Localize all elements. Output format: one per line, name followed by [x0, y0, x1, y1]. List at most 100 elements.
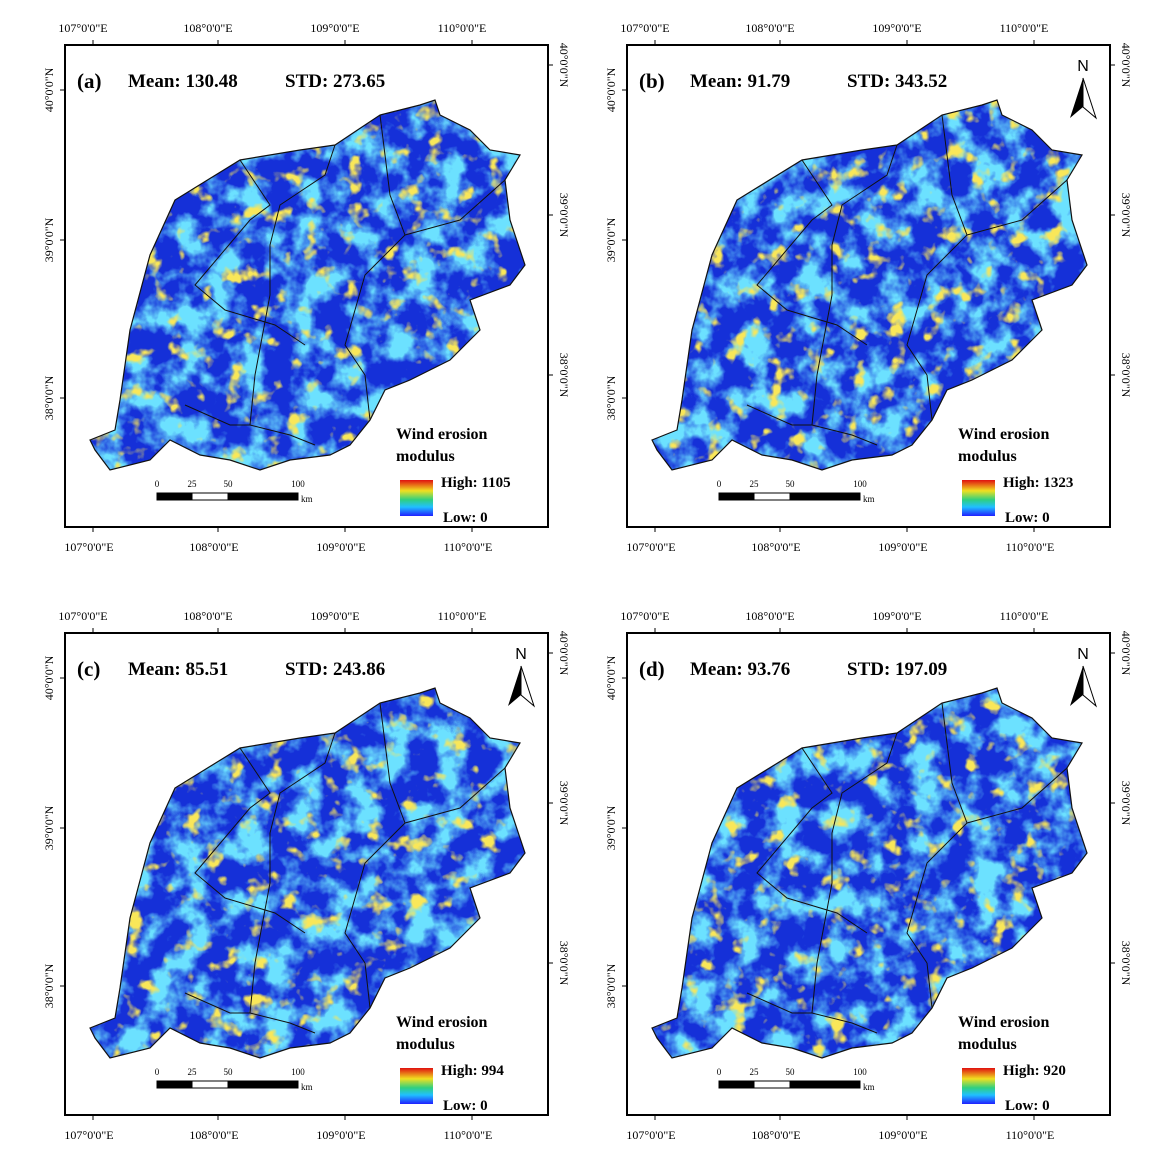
boundary [404, 767, 506, 824]
lon-label: 109°0'0"E [310, 21, 359, 35]
std-text: STD: 197.09 [847, 659, 947, 680]
legend-low: Low: 0 [1005, 1098, 1050, 1114]
lat-label: 38°0'0"N [604, 375, 618, 420]
scale-tick: 25 [188, 1067, 198, 1077]
legend-title: modulus [396, 1036, 455, 1053]
scale-segment [227, 492, 299, 501]
lon-label: 110°0'0"E [438, 21, 487, 35]
lon-label: 109°0'0"E [878, 1128, 927, 1142]
lat-label: 40°0'0"N [557, 43, 571, 88]
lon-label: 108°0'0"E [745, 21, 794, 35]
boundary [811, 144, 898, 426]
colorbar [400, 1068, 433, 1104]
scale-tick: 25 [750, 1067, 760, 1077]
map-outline [651, 687, 1088, 1059]
lon-label: 110°0'0"E [444, 1128, 493, 1142]
lat-label: 39°0'0"N [604, 805, 618, 850]
lat-label: 38°0'0"N [557, 941, 571, 986]
scale-tick: 0 [155, 479, 160, 489]
boundary [344, 114, 406, 376]
lat-label: 39°0'0"N [557, 193, 571, 238]
boundary [756, 747, 868, 934]
scale-tick: 100 [291, 1067, 305, 1077]
lon-label: 107°0'0"E [620, 21, 669, 35]
legend-high: High: 1323 [1003, 475, 1073, 491]
lat-label: 38°0'0"N [42, 963, 56, 1008]
lat-label: 40°0'0"N [604, 67, 618, 112]
mean-text: Mean: 93.76 [690, 659, 790, 680]
map-outline [89, 687, 526, 1059]
colorbar [962, 480, 995, 516]
north-label: N [1077, 58, 1089, 75]
boundary [966, 767, 1068, 824]
lon-label: 110°0'0"E [1006, 540, 1055, 554]
legend-title: modulus [396, 448, 455, 465]
map-panel: 107°0'0"E 107°0'0"E 108°0'0"E 108°0'0"E 109°… [42, 609, 571, 1142]
mean-text: Mean: 91.79 [690, 71, 790, 92]
lat-label: 40°0'0"N [42, 67, 56, 112]
lon-label: 107°0'0"E [64, 1128, 113, 1142]
lon-label: 110°0'0"E [1006, 1128, 1055, 1142]
lon-label: 108°0'0"E [189, 1128, 238, 1142]
legend-title: modulus [958, 1036, 1017, 1053]
lat-label: 40°0'0"N [557, 631, 571, 676]
lon-label: 110°0'0"E [444, 540, 493, 554]
legend-high: High: 994 [441, 1063, 504, 1079]
scale-segment [753, 1080, 791, 1089]
panel-label: (c) [77, 657, 100, 681]
north-label: N [1077, 646, 1089, 663]
legend-title: Wind erosion [396, 1014, 488, 1031]
scale-segment [718, 1080, 755, 1089]
lat-label: 39°0'0"N [42, 805, 56, 850]
north-arrow [1082, 665, 1098, 708]
lon-label: 109°0'0"E [316, 1128, 365, 1142]
lat-label: 38°0'0"N [42, 375, 56, 420]
scale-tick: 25 [750, 479, 760, 489]
boundary [906, 114, 968, 376]
boundary [746, 404, 878, 446]
boundary [906, 702, 968, 964]
lon-label: 109°0'0"E [316, 540, 365, 554]
scale-segment [789, 492, 861, 501]
lat-label: 38°0'0"N [1119, 353, 1133, 398]
map-panel: 107°0'0"E 107°0'0"E 108°0'0"E 108°0'0"E 109°… [42, 21, 571, 554]
scale-segment [753, 492, 791, 501]
lon-label: 108°0'0"E [189, 540, 238, 554]
scale-segment [191, 492, 229, 501]
boundary [184, 992, 316, 1034]
scale-segment [227, 1080, 299, 1089]
boundary [966, 179, 1068, 236]
scale-tick: 50 [786, 479, 796, 489]
north-arrow [1070, 666, 1083, 706]
scale-tick: 0 [717, 479, 722, 489]
lon-label: 108°0'0"E [751, 1128, 800, 1142]
scale-tick: 100 [853, 479, 867, 489]
scale-unit: km [863, 1082, 875, 1092]
north-arrow [520, 665, 536, 708]
lat-label: 40°0'0"N [1119, 631, 1133, 676]
boundary [249, 144, 336, 426]
boundary [194, 747, 306, 934]
legend-low: Low: 0 [1005, 510, 1050, 526]
lat-label: 39°0'0"N [42, 217, 56, 262]
lon-label: 109°0'0"E [872, 609, 921, 623]
lon-label: 110°0'0"E [1000, 21, 1049, 35]
panel-label: (b) [639, 69, 665, 93]
scale-segment [191, 1080, 229, 1089]
lat-label: 39°0'0"N [1119, 193, 1133, 238]
lon-label: 107°0'0"E [626, 540, 675, 554]
mean-text: Mean: 130.48 [128, 71, 238, 92]
boundary [364, 962, 371, 1009]
map-outline [89, 99, 526, 471]
legend-high: High: 920 [1003, 1063, 1066, 1079]
lon-label: 108°0'0"E [183, 609, 232, 623]
scale-tick: 50 [786, 1067, 796, 1077]
boundary [344, 702, 406, 964]
lon-label: 107°0'0"E [58, 21, 107, 35]
lon-label: 109°0'0"E [310, 609, 359, 623]
boundary [746, 992, 878, 1034]
legend-title: Wind erosion [958, 1014, 1050, 1031]
lon-label: 108°0'0"E [745, 609, 794, 623]
lat-label: 40°0'0"N [604, 655, 618, 700]
